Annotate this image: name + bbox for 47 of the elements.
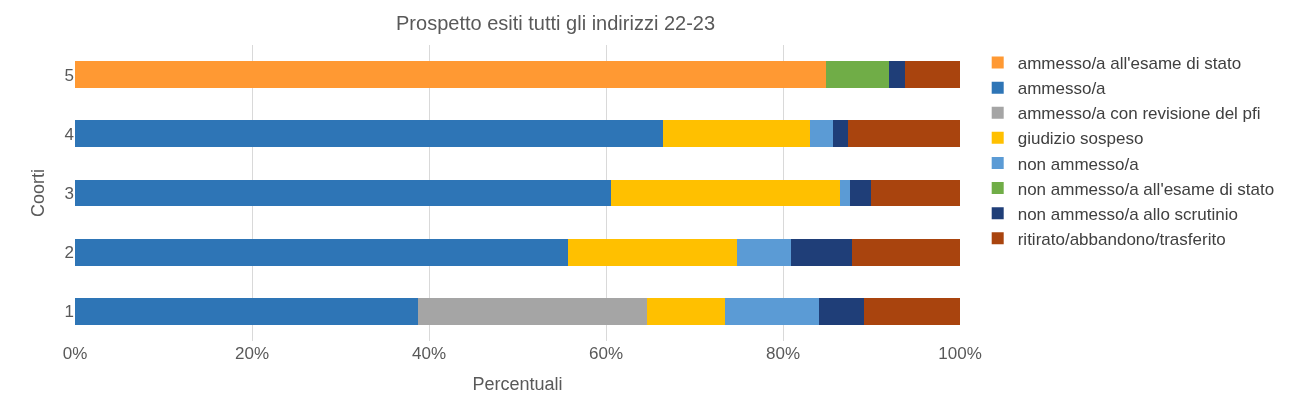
bar: [850, 179, 871, 207]
bar: [646, 298, 725, 325]
bar: [833, 120, 849, 148]
bar: [724, 298, 820, 325]
bar: [790, 238, 853, 266]
bar: [848, 120, 960, 148]
y-tick-label: 3: [64, 183, 74, 203]
y-axis-title: Coorti: [27, 168, 48, 218]
y-tick-label: 4: [64, 124, 74, 144]
y-tick-label: 1: [64, 302, 74, 322]
x-tick-label: 60%: [588, 344, 624, 363]
chart-title: Prospetto esiti tutti gli indirizzi 22-23: [396, 12, 716, 35]
bar: [567, 238, 737, 266]
x-tick-label: 40%: [411, 344, 447, 363]
legend-label: ammesso/a all'esame di stato: [1017, 54, 1242, 74]
bar: [819, 298, 865, 325]
x-axis-title: Percentuali: [472, 374, 563, 395]
bar: [864, 298, 960, 325]
x-tick-label: 80%: [765, 344, 801, 363]
y-tick-label: 2: [64, 243, 74, 263]
bar: [810, 120, 834, 148]
x-tick-label: 100%: [938, 344, 982, 363]
legend-label: ritirato/abbandono/trasferito: [1017, 229, 1226, 249]
bar: [839, 179, 851, 207]
x-tick-label: 20%: [234, 344, 270, 363]
bar: [889, 61, 906, 88]
bar: [75, 179, 612, 207]
bar: [75, 61, 827, 88]
bar: [418, 298, 647, 325]
legend-label: non ammesso/a all'esame di stato: [1017, 179, 1275, 199]
bar: [75, 238, 568, 266]
bar: [75, 298, 419, 325]
legend-label: ammesso/a con revisione del pfi: [1017, 104, 1261, 124]
legend-label: non ammesso/a allo scrutinio: [1017, 204, 1238, 224]
legend-label: giudizio sospeso: [1017, 129, 1144, 149]
bar: [736, 238, 791, 266]
bar: [611, 179, 840, 207]
bar: [662, 120, 811, 148]
bar: [75, 120, 663, 148]
bar: [826, 61, 890, 88]
bar: [852, 238, 960, 266]
x-tick-label: 0%: [62, 344, 88, 363]
y-tick-label: 5: [64, 65, 74, 85]
legend-label: ammesso/a: [1017, 79, 1107, 99]
legend-label: non ammesso/a: [1017, 154, 1140, 174]
bar: [870, 179, 960, 207]
bar: [905, 61, 960, 88]
